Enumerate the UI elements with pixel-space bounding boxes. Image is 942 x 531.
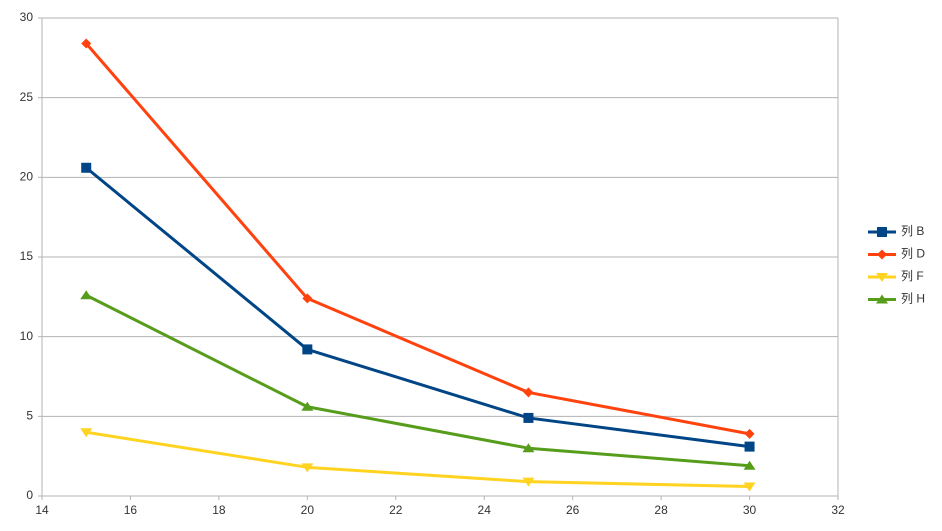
data-point xyxy=(302,344,313,355)
data-point xyxy=(743,482,756,492)
data-point xyxy=(81,162,92,173)
y-tick-label: 0 xyxy=(26,488,33,502)
y-tick-label: 5 xyxy=(26,409,33,423)
legend-label: 列 B xyxy=(901,224,924,238)
x-tick-label: 24 xyxy=(478,503,492,517)
legend-label: 列 F xyxy=(901,269,924,283)
data-point xyxy=(744,441,755,452)
data-point xyxy=(744,428,755,439)
series-line xyxy=(85,166,750,449)
x-tick-label: 18 xyxy=(212,503,226,517)
x-tick-label: 30 xyxy=(743,503,757,517)
data-point xyxy=(523,387,534,398)
y-tick-label: 20 xyxy=(20,170,34,184)
legend-marker xyxy=(877,249,887,260)
data-point xyxy=(743,460,756,470)
data-point xyxy=(522,443,535,453)
data-point xyxy=(523,412,534,423)
series-line xyxy=(85,430,750,488)
y-tick-label: 30 xyxy=(20,10,34,24)
data-point xyxy=(80,428,93,438)
data-point xyxy=(302,293,313,304)
series-line xyxy=(85,293,750,468)
y-tick-label: 10 xyxy=(20,329,34,343)
legend-label: 列 H xyxy=(901,292,925,306)
legend-marker xyxy=(876,273,888,282)
data-point xyxy=(522,477,535,487)
x-tick-label: 32 xyxy=(831,503,845,517)
data-point xyxy=(80,290,93,300)
x-tick-label: 20 xyxy=(301,503,315,517)
x-tick-label: 22 xyxy=(389,503,403,517)
y-tick-label: 25 xyxy=(20,90,34,104)
x-tick-label: 26 xyxy=(566,503,580,517)
legend-label: 列 D xyxy=(901,247,925,261)
x-tick-label: 16 xyxy=(124,503,138,517)
y-tick-label: 15 xyxy=(20,249,34,263)
data-point xyxy=(81,38,92,49)
data-point xyxy=(301,463,314,473)
series-line xyxy=(85,42,750,436)
legend-marker xyxy=(876,294,888,304)
data-point xyxy=(301,401,314,411)
x-tick-label: 14 xyxy=(35,503,49,517)
x-tick-label: 28 xyxy=(654,503,668,517)
legend-marker xyxy=(877,227,887,237)
